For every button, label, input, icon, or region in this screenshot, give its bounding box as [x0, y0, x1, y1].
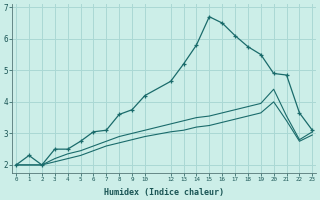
X-axis label: Humidex (Indice chaleur): Humidex (Indice chaleur) — [104, 188, 224, 197]
